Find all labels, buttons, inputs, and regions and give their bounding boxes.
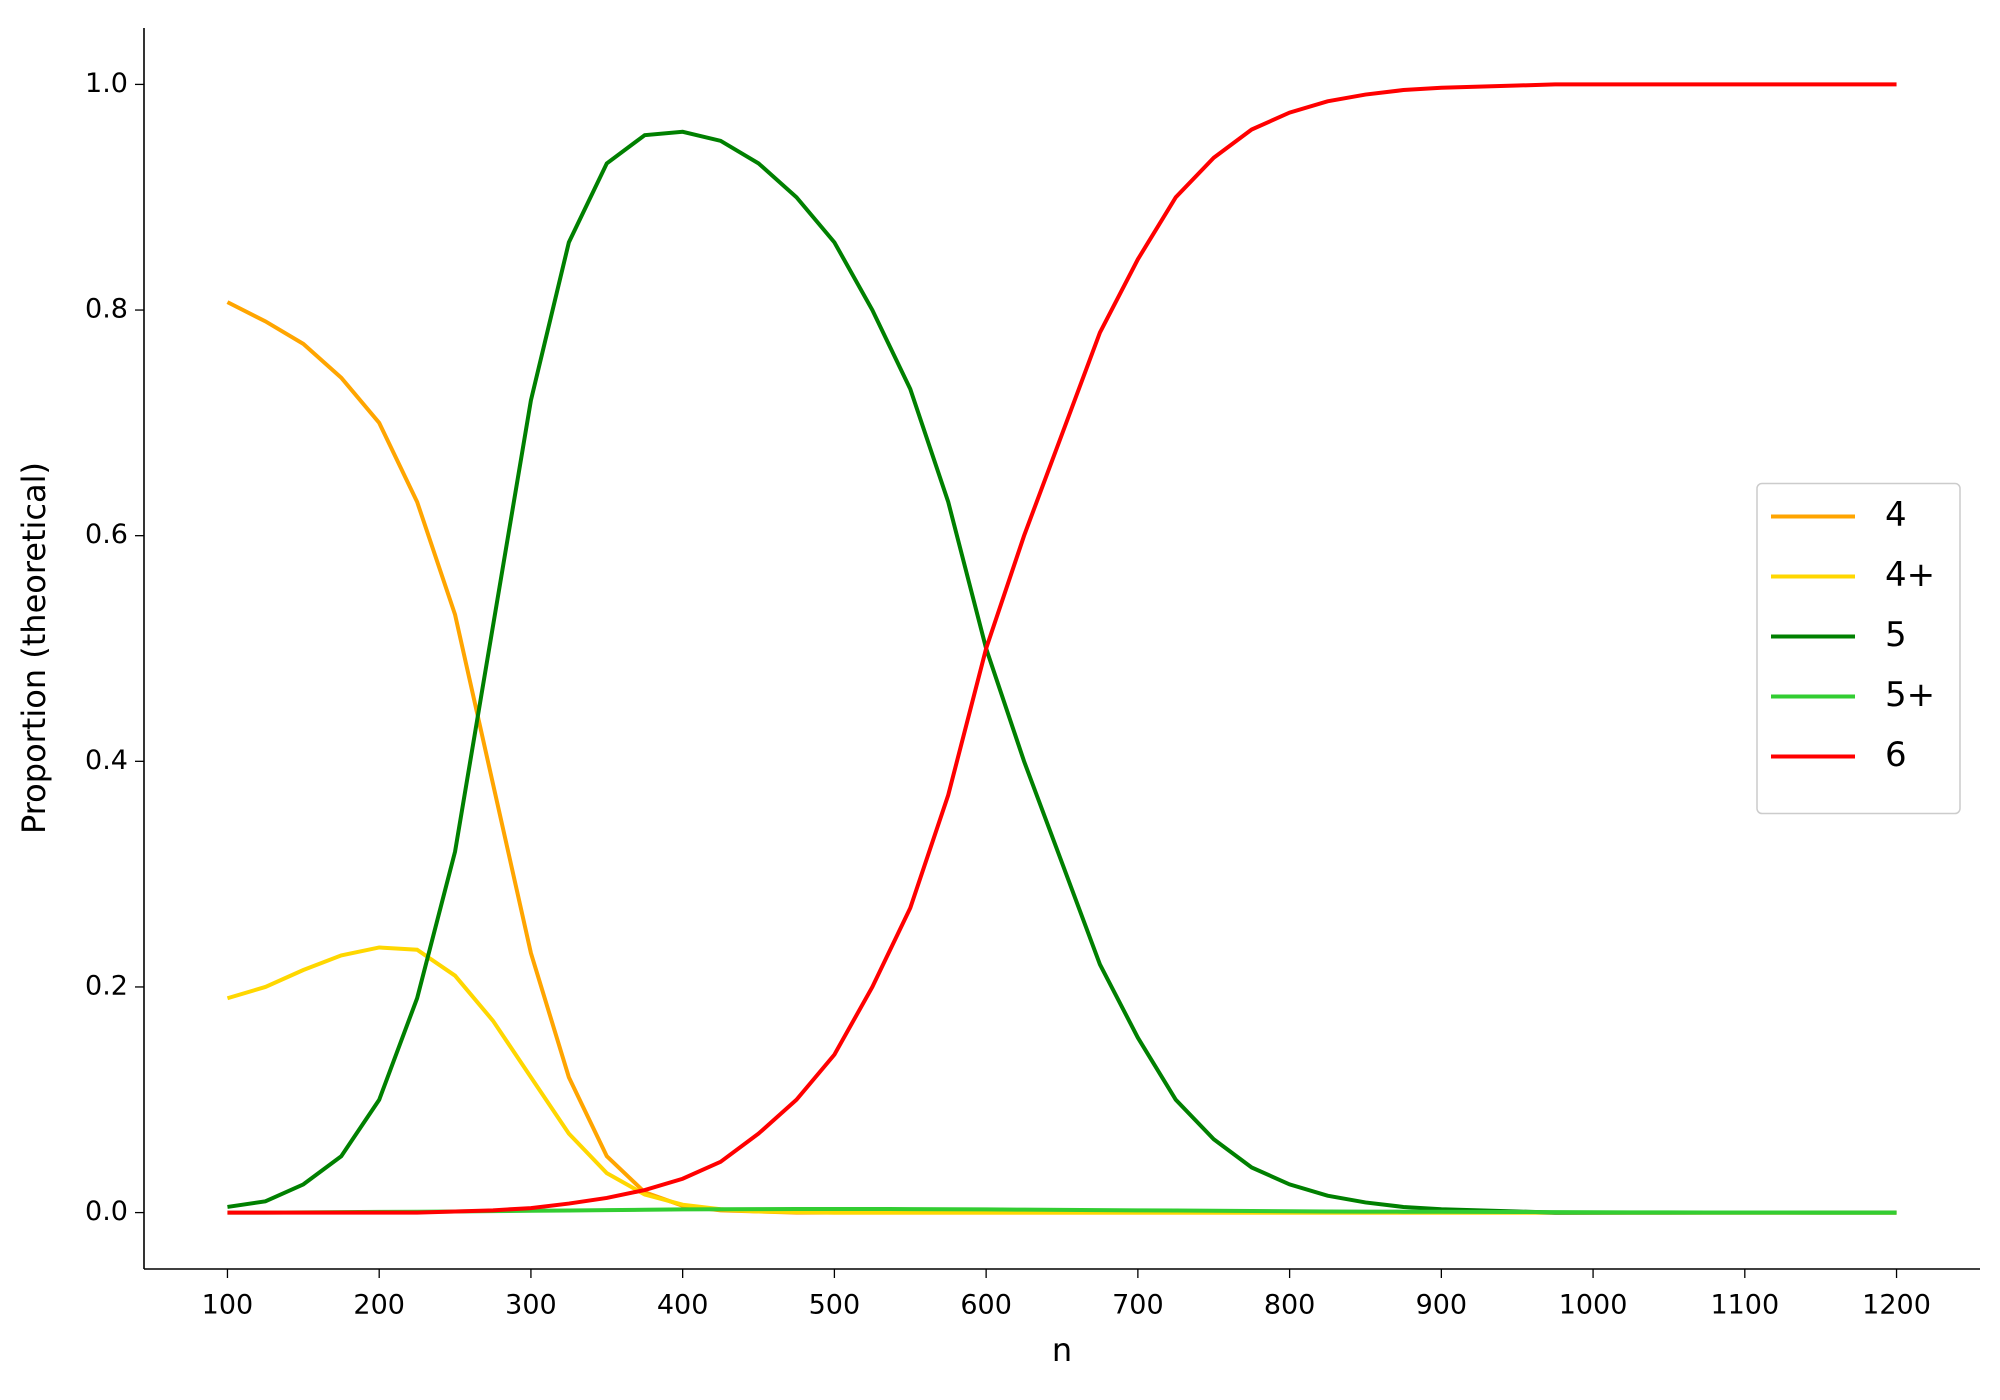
data-line [227, 129, 1897, 1215]
legend-label: 4 [1885, 495, 1907, 535]
legend-label: 6 [1885, 735, 1907, 775]
data-line [226, 945, 1897, 1215]
y-tick-label: 0.2 [85, 970, 128, 1001]
x-tick-label: 800 [1264, 1290, 1316, 1321]
y-tick-label: 0.4 [85, 745, 128, 776]
x-tick-label: 600 [960, 1290, 1012, 1321]
legend-label: 5+ [1885, 675, 1935, 715]
y-tick-label: 1.0 [85, 68, 128, 99]
legend-label: 4+ [1885, 555, 1935, 595]
y-axis-label: Proportion (theoretical) [15, 462, 53, 834]
x-tick-label: 200 [353, 1290, 405, 1321]
y-tick-label: 0.0 [85, 1196, 128, 1227]
x-tick-label: 700 [1112, 1290, 1164, 1321]
x-tick-label: 500 [809, 1290, 861, 1321]
x-tick-label: 1100 [1710, 1290, 1779, 1321]
x-tick-label: 300 [505, 1290, 557, 1321]
x-tick-label: 100 [202, 1290, 254, 1321]
y-tick-label: 0.6 [85, 519, 128, 550]
y-tick-label: 0.8 [85, 294, 128, 325]
data-line [227, 82, 1897, 1215]
x-tick-label: 1200 [1862, 1290, 1931, 1321]
legend-box [1756, 482, 1961, 815]
legend: 4 4+ 5 5+ 6 [1756, 482, 1961, 815]
x-axis-label: n [1052, 1331, 1072, 1369]
x-tick-label: 900 [1416, 1290, 1468, 1321]
x-tick-label: 1000 [1559, 1290, 1628, 1321]
x-tick-label: 400 [657, 1290, 709, 1321]
legend-label: 5 [1885, 615, 1907, 655]
